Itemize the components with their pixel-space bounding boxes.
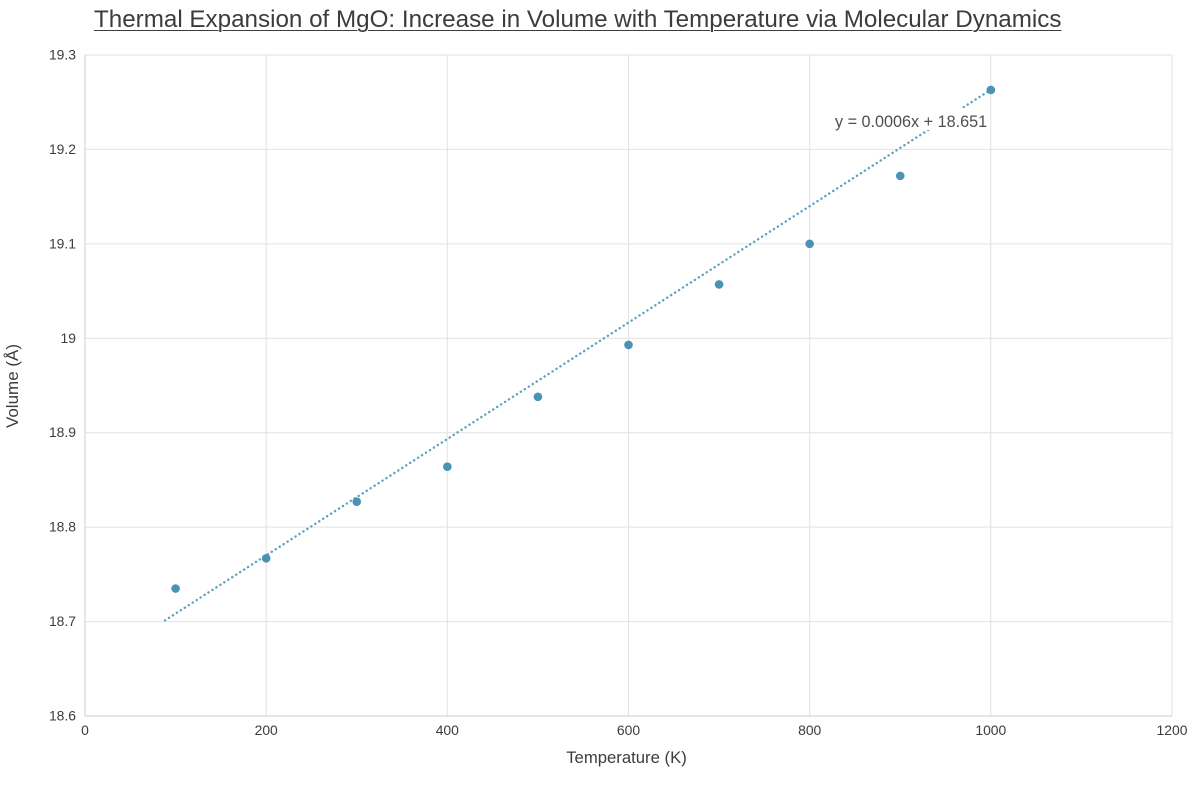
svg-text:19.3: 19.3 (49, 47, 76, 63)
svg-text:200: 200 (255, 722, 278, 738)
svg-text:18.7: 18.7 (49, 613, 76, 629)
svg-text:800: 800 (798, 722, 821, 738)
svg-text:1000: 1000 (975, 722, 1006, 738)
svg-text:Volume (Å): Volume (Å) (3, 344, 22, 428)
svg-text:18.6: 18.6 (49, 708, 76, 724)
svg-text:Temperature (K): Temperature (K) (566, 748, 687, 767)
svg-text:18.9: 18.9 (49, 424, 76, 440)
svg-text:19.1: 19.1 (49, 235, 76, 251)
svg-text:0: 0 (81, 722, 89, 738)
svg-text:600: 600 (617, 722, 640, 738)
svg-text:1200: 1200 (1157, 722, 1188, 738)
svg-text:19.2: 19.2 (49, 141, 76, 157)
svg-text:400: 400 (436, 722, 459, 738)
svg-text:18.8: 18.8 (49, 519, 76, 535)
svg-text:y = 0.0006x + 18.651: y = 0.0006x + 18.651 (835, 113, 987, 131)
svg-text:19: 19 (61, 330, 77, 346)
